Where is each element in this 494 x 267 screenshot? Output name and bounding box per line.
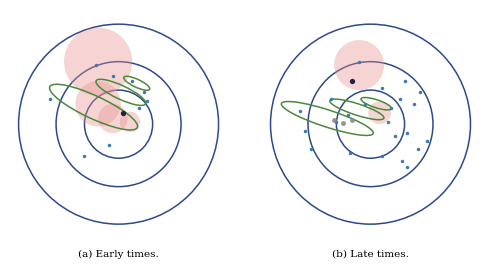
Text: (a) Early times.: (a) Early times. — [78, 250, 159, 259]
Circle shape — [76, 81, 121, 127]
Circle shape — [98, 104, 127, 133]
Text: (b) Late times.: (b) Late times. — [332, 250, 409, 259]
Circle shape — [334, 40, 384, 90]
Circle shape — [120, 112, 140, 132]
Circle shape — [368, 101, 391, 124]
Circle shape — [64, 28, 132, 96]
